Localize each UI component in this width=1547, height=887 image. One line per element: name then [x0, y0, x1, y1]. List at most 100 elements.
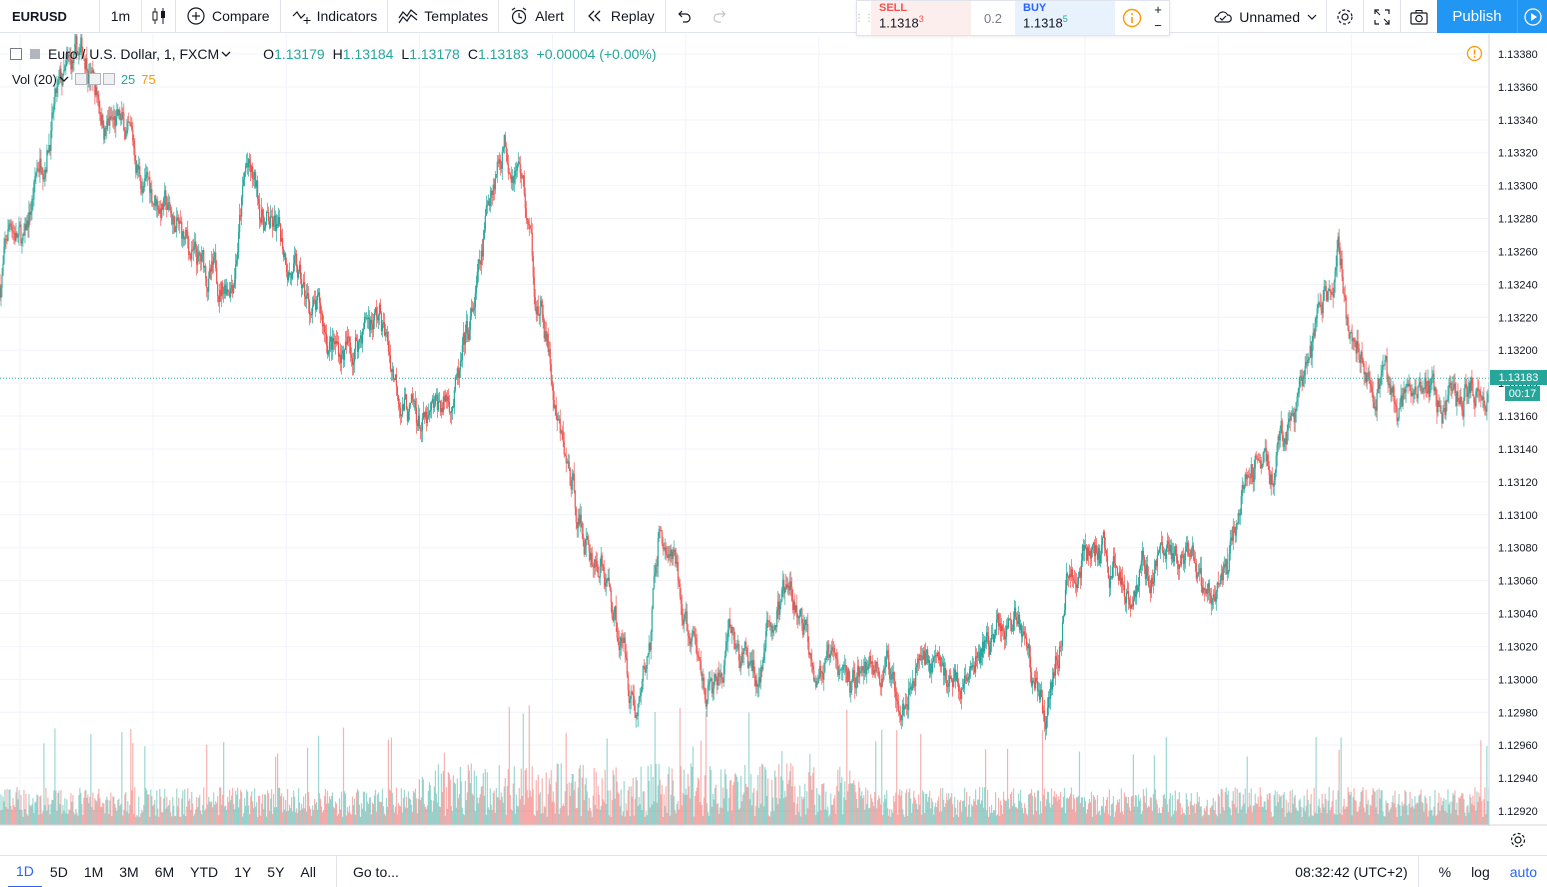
volume-bar — [1010, 791, 1013, 825]
percent-toggle[interactable]: % — [1438, 864, 1452, 880]
candle-body — [173, 216, 175, 224]
templates-button[interactable]: Templates — [388, 0, 500, 33]
volume-bar — [1041, 730, 1044, 825]
replay-button[interactable]: Replay — [575, 0, 666, 33]
volume-bar — [1479, 796, 1481, 825]
candle-body — [1006, 625, 1009, 628]
range-3m[interactable]: 3M — [119, 863, 139, 880]
volume-bar — [65, 813, 67, 825]
candle-body — [1010, 619, 1013, 632]
interval-button[interactable]: 1m — [100, 0, 142, 33]
candle-body — [1112, 556, 1115, 567]
range-6m[interactable]: 6M — [154, 863, 175, 880]
range-1d[interactable]: 1D — [8, 856, 42, 887]
time-axis-settings-icon[interactable] — [1508, 830, 1528, 850]
candle-body — [157, 200, 159, 211]
indicators-button[interactable]: Indicators — [281, 0, 389, 33]
candle-body — [993, 634, 996, 643]
minus-button[interactable]: − — [1154, 18, 1162, 33]
candle-body — [1393, 386, 1395, 403]
chart-pane[interactable]: 1.13380 1.13360 1.13340 1.13320 1.13300 1.132… — [0, 34, 1547, 826]
redo-button[interactable] — [702, 0, 738, 33]
price-chart[interactable]: 1.133801.133601.133401.133201.133001.132… — [0, 34, 1547, 826]
volume-bar — [1112, 796, 1115, 825]
compare-button[interactable]: Compare — [176, 0, 281, 33]
candle-body — [668, 554, 670, 559]
volume-bar — [815, 815, 817, 825]
candle-body — [652, 588, 654, 609]
range-1m[interactable]: 1M — [83, 863, 104, 880]
volume-bar — [1208, 815, 1210, 825]
visibility-icon[interactable] — [74, 73, 87, 85]
series-title[interactable]: Euro / U.S. Dollar, 1, FXCM — [48, 46, 220, 62]
collapse-legend-button[interactable] — [10, 48, 22, 60]
candle-body — [69, 55, 71, 56]
goto-button[interactable]: Go to... — [335, 855, 399, 887]
volume-title[interactable]: Vol (20) — [12, 71, 57, 87]
volume-bar — [881, 729, 883, 825]
volume-bar — [344, 793, 347, 825]
volume-bar — [1141, 811, 1143, 825]
candle-body — [857, 665, 859, 677]
buy-button[interactable]: BUY 1.13185 — [1015, 1, 1115, 35]
info-button[interactable] — [1115, 1, 1149, 35]
volume-bar — [736, 776, 738, 825]
volume-bar — [1080, 797, 1083, 825]
volume-bar — [953, 816, 955, 825]
sell-button[interactable]: SELL 1.13183 — [871, 1, 971, 35]
clock[interactable]: 08:32:42 (UTC+2) — [1285, 856, 1419, 887]
volume-bar — [231, 795, 233, 825]
range-all[interactable]: All — [300, 863, 316, 880]
volume-bar — [262, 794, 264, 825]
volume-bar — [939, 811, 941, 825]
log-toggle[interactable]: log — [1471, 864, 1490, 880]
volume-bar — [2, 796, 4, 825]
layout-menu-button[interactable]: Unnamed — [1205, 0, 1326, 33]
gear-icon[interactable] — [88, 73, 101, 85]
range-5y[interactable]: 5Y — [267, 863, 285, 880]
settings-button[interactable] — [1326, 0, 1363, 33]
chevron-down-icon[interactable] — [221, 44, 231, 64]
candle-body — [55, 88, 57, 93]
volume-bar — [533, 814, 535, 825]
volume-bar — [663, 794, 665, 825]
volume-bar — [384, 815, 387, 825]
warning-icon[interactable] — [1466, 45, 1483, 62]
undo-button[interactable] — [666, 0, 702, 33]
price-tick-label: 1.13020 — [1498, 641, 1538, 653]
auto-scale-toggle[interactable]: auto — [1509, 864, 1537, 880]
candle-body — [767, 619, 769, 621]
candle-body — [636, 715, 638, 716]
candle-body — [393, 378, 396, 381]
candle-body — [1143, 557, 1145, 568]
plus-button[interactable]: + — [1154, 2, 1162, 17]
range-5d[interactable]: 5D — [49, 863, 68, 880]
chart-style-button[interactable] — [142, 0, 176, 33]
volume-bar — [991, 812, 994, 825]
candle-body — [97, 94, 99, 98]
play-button[interactable] — [1517, 0, 1547, 33]
volume-bar — [63, 810, 65, 825]
range-1y[interactable]: 1Y — [234, 863, 252, 880]
alert-button[interactable]: Alert — [499, 0, 575, 33]
chevron-down-icon[interactable] — [59, 69, 69, 89]
candle-body — [1322, 300, 1324, 314]
chevron-down-icon — [1306, 7, 1318, 27]
candle-body — [352, 362, 355, 366]
drag-handle-icon[interactable]: ⋮⋮ — [854, 12, 874, 24]
volume-bar — [626, 810, 628, 825]
candle-body — [876, 661, 878, 665]
volume-bar — [1182, 812, 1184, 825]
candle-body — [1385, 356, 1387, 360]
close-icon[interactable] — [102, 73, 115, 85]
publish-button[interactable]: Publish — [1437, 0, 1517, 33]
fullscreen-button[interactable] — [1363, 0, 1400, 33]
candle-body — [1208, 582, 1210, 593]
snapshot-button[interactable] — [1400, 0, 1437, 33]
volume-bar — [1357, 811, 1359, 825]
symbol-search-button[interactable]: EURUSD — [0, 0, 100, 33]
candle-body — [1066, 573, 1069, 577]
candle-body — [1481, 396, 1483, 400]
range-ytd[interactable]: YTD — [190, 863, 219, 880]
volume-bar — [381, 788, 384, 825]
